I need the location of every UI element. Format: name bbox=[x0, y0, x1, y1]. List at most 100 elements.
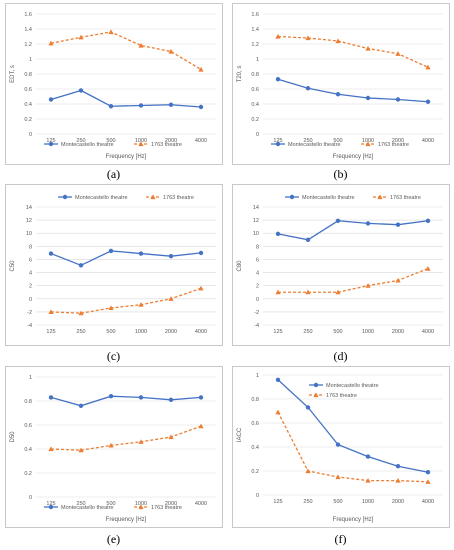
data-point-theatre-1763 bbox=[78, 447, 84, 453]
x-tick-label: 4000 bbox=[195, 501, 207, 507]
legend-marker-theatre-1763 bbox=[138, 141, 144, 147]
data-point-montecastello bbox=[275, 231, 281, 237]
data-point-montecastello bbox=[305, 237, 311, 242]
x-tick-label: 125 bbox=[273, 499, 282, 505]
x-tick-label: 1000 bbox=[362, 138, 374, 144]
y-tick-label: 1 bbox=[256, 57, 259, 63]
data-point-montecastello bbox=[78, 263, 84, 268]
data-point-montecastello bbox=[48, 395, 54, 400]
caption-b: (b) bbox=[333, 167, 348, 181]
y-tick-label: -4 bbox=[254, 323, 259, 329]
x-tick-label: 4000 bbox=[195, 329, 207, 335]
x-tick-label: 250 bbox=[76, 329, 85, 335]
x-tick-label: 2000 bbox=[165, 329, 177, 335]
y-tick-label: 4 bbox=[256, 271, 259, 277]
data-point-theatre-1763 bbox=[305, 289, 311, 295]
series-line-montecastello bbox=[50, 250, 202, 267]
legend-marker-montecastello bbox=[48, 141, 54, 147]
y-tick-label: 0 bbox=[29, 495, 32, 501]
y-tick-label: 2 bbox=[256, 284, 259, 290]
data-point-montecastello bbox=[138, 103, 144, 108]
data-point-theatre-1763 bbox=[395, 277, 401, 283]
legend-label: 1763 theatre bbox=[163, 195, 194, 201]
data-point-theatre-1763 bbox=[168, 434, 174, 440]
data-point-montecastello bbox=[395, 97, 401, 102]
y-tick-label: 8 bbox=[256, 244, 259, 250]
chart-svg-c: -4 -2 0 2 4 6 8 10 12 14 125 250 500 1000 2000 4000 C50 M… bbox=[10, 194, 216, 335]
legend-marker-montecastello bbox=[62, 194, 68, 200]
y-tick-label: 1 bbox=[256, 373, 259, 379]
series-line-montecastello bbox=[277, 220, 429, 241]
data-point-montecastello bbox=[335, 92, 341, 97]
series-line-montecastello bbox=[50, 395, 202, 407]
y-axis-label: D50 bbox=[10, 431, 16, 443]
y-tick-label: 0.6 bbox=[251, 87, 259, 93]
legend-marker-theatre-1763 bbox=[138, 504, 144, 510]
data-point-montecastello bbox=[48, 97, 54, 102]
series-line-theatre-1763 bbox=[50, 31, 202, 71]
data-point-montecastello bbox=[365, 221, 371, 226]
y-tick-label: 1.2 bbox=[24, 42, 32, 48]
legend-marker-theatre-1763 bbox=[365, 141, 371, 147]
legend-label: 1763 theatre bbox=[151, 142, 182, 148]
y-tick-label: 1 bbox=[29, 375, 32, 381]
data-point-theatre-1763 bbox=[198, 66, 204, 72]
x-tick-label: 2000 bbox=[392, 499, 404, 505]
x-tick-label: 125 bbox=[46, 501, 55, 507]
data-point-theatre-1763 bbox=[425, 479, 431, 484]
y-tick-label: 1.6 bbox=[24, 12, 32, 18]
series-line-theatre-1763 bbox=[50, 287, 202, 314]
chart-panel-iacc: 0 0.2 0.4 0.6 0.8 1 125 250 500 1000 2000 4000 IACC F… bbox=[232, 366, 450, 528]
y-tick-label: 0 bbox=[29, 297, 32, 303]
chart-panel-t20: 0 0.2 0.4 0.6 0.8 1 1.2 1.4 1.6 125 250 500 1000 2000… bbox=[232, 3, 450, 165]
x-tick-label: 250 bbox=[303, 329, 312, 335]
y-tick-label: 0.4 bbox=[24, 102, 32, 108]
y-tick-label: 1.2 bbox=[251, 42, 259, 48]
x-axis-label: Frequency [Hz] bbox=[106, 517, 147, 523]
chart-panel-c80: -4 -2 0 2 4 6 8 10 12 14 125 250 500 1000 2000 4000 C80 M… bbox=[232, 184, 450, 346]
x-tick-label: 500 bbox=[106, 329, 115, 335]
data-point-montecastello bbox=[425, 218, 431, 223]
series-line-theatre-1763 bbox=[278, 268, 429, 293]
y-axis-label: C50 bbox=[10, 260, 16, 272]
y-tick-label: -4 bbox=[27, 323, 32, 329]
data-point-montecastello bbox=[168, 102, 174, 107]
chart-svg-f: 0 0.2 0.4 0.6 0.8 1 125 250 500 1000 2000 4000 IACC F… bbox=[237, 373, 443, 523]
legend-label: 1763 theatre bbox=[378, 142, 409, 148]
data-point-theatre-1763 bbox=[425, 64, 431, 70]
y-axis-label: IACC bbox=[237, 427, 243, 442]
x-tick-label: 250 bbox=[76, 138, 85, 144]
y-tick-label: 14 bbox=[253, 205, 259, 211]
y-tick-label: 8 bbox=[29, 244, 32, 250]
y-tick-label: 0.6 bbox=[24, 87, 32, 93]
data-point-montecastello bbox=[198, 250, 204, 256]
x-tick-label: 250 bbox=[76, 501, 85, 507]
data-point-montecastello bbox=[365, 95, 371, 101]
x-tick-label: 125 bbox=[46, 329, 55, 335]
data-point-montecastello bbox=[168, 253, 174, 259]
data-point-montecastello bbox=[365, 454, 371, 459]
chart-svg-a: 0 0.2 0.4 0.6 0.8 1 1.2 1.4 1.6 125 250 500 1000 2000… bbox=[10, 12, 216, 160]
legend-label: 1763 theatre bbox=[390, 195, 421, 201]
x-tick-label: 125 bbox=[273, 329, 282, 335]
y-tick-label: 0.2 bbox=[24, 471, 32, 477]
x-axis-label: Frequency [Hz] bbox=[333, 154, 374, 160]
chart-panel-edt: 0 0.2 0.4 0.6 0.8 1 1.2 1.4 1.6 125 250 500 1000 2000… bbox=[5, 3, 223, 165]
series-line-theatre-1763 bbox=[277, 411, 429, 483]
x-tick-label: 500 bbox=[106, 138, 115, 144]
data-point-theatre-1763 bbox=[168, 296, 174, 301]
y-tick-label: 0.2 bbox=[24, 117, 32, 123]
y-tick-label: 0.6 bbox=[24, 423, 32, 429]
y-tick-label: 0.4 bbox=[251, 102, 259, 108]
data-point-theatre-1763 bbox=[335, 38, 341, 44]
y-tick-label: 12 bbox=[26, 218, 32, 224]
x-tick-label: 500 bbox=[333, 499, 342, 505]
data-point-montecastello bbox=[168, 397, 174, 402]
x-tick-label: 4000 bbox=[422, 329, 434, 335]
data-point-theatre-1763 bbox=[365, 45, 371, 51]
data-point-montecastello bbox=[108, 104, 114, 109]
legend-marker-montecastello bbox=[313, 382, 319, 388]
y-tick-label: 0.4 bbox=[251, 445, 259, 451]
y-tick-label: 0.8 bbox=[24, 399, 32, 405]
data-point-montecastello bbox=[425, 470, 431, 475]
